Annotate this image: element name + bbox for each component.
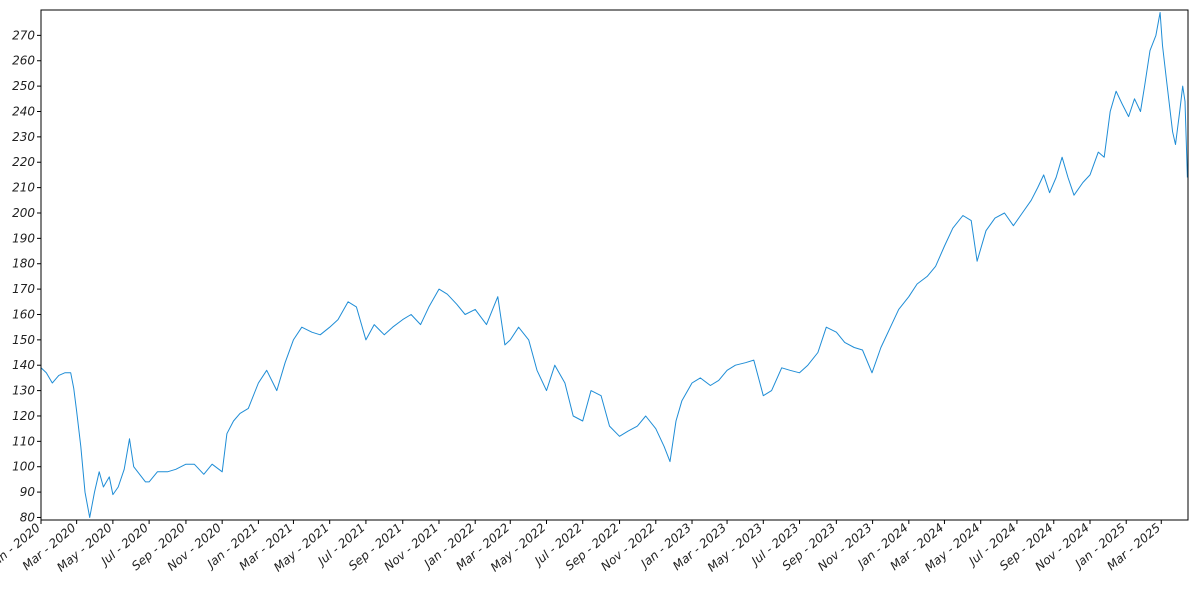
- y-tick-label: 150: [12, 333, 35, 347]
- y-tick-label: 180: [12, 257, 35, 271]
- y-tick-label: 90: [20, 485, 36, 499]
- y-tick-label: 80: [20, 510, 36, 524]
- series-line: [40, 12, 1188, 518]
- y-tick-label: 160: [12, 307, 35, 321]
- y-tick-label: 100: [12, 460, 35, 474]
- y-tick-label: 270: [12, 28, 35, 42]
- y-tick-label: 110: [12, 434, 35, 448]
- plot-frame: [40, 9, 1189, 521]
- y-tick-label: 220: [12, 155, 35, 169]
- y-axis: 80 90 100 110 120 130 140 150 160 170 180 190 200 210…: [12, 28, 41, 524]
- y-tick-label: 140: [12, 358, 35, 372]
- y-tick-label: 190: [12, 231, 35, 245]
- y-tick-label: 200: [12, 206, 35, 220]
- y-tick-label: 260: [12, 54, 35, 68]
- y-tick-label: 210: [12, 181, 35, 195]
- y-tick-label: 170: [12, 282, 35, 296]
- y-tick-label: 120: [12, 409, 35, 423]
- y-tick-label: 250: [12, 79, 35, 93]
- y-tick-label: 130: [12, 384, 35, 398]
- y-tick-label: 230: [12, 130, 35, 144]
- y-tick-label: 240: [12, 104, 35, 118]
